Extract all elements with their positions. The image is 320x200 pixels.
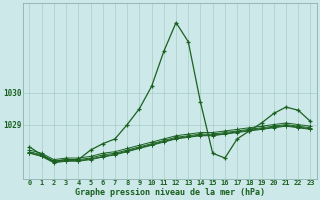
X-axis label: Graphe pression niveau de la mer (hPa): Graphe pression niveau de la mer (hPa) [75, 188, 265, 197]
